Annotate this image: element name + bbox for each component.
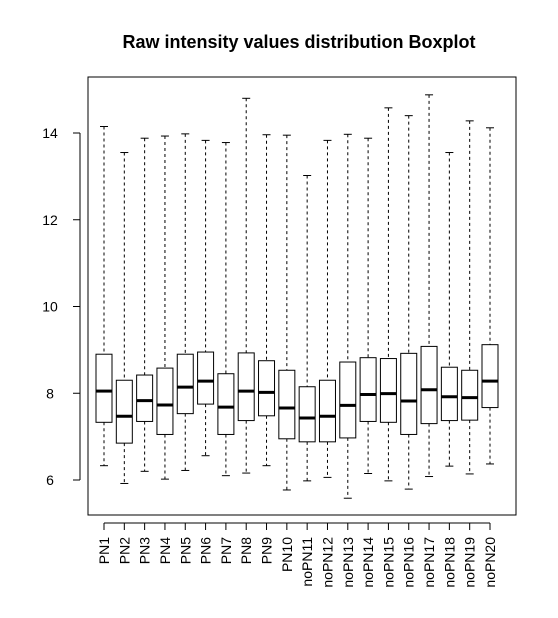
x-tick-label: noPN14 (360, 537, 376, 588)
x-tick-label: noPN13 (340, 537, 356, 588)
x-tick-label: PN6 (198, 537, 214, 564)
box-group (298, 175, 316, 482)
box-group (400, 115, 418, 490)
iqr-box (298, 386, 316, 443)
x-tick-label: PN4 (157, 537, 173, 564)
iqr-box (176, 353, 194, 415)
box-group (461, 120, 479, 475)
box-group (359, 137, 377, 474)
iqr-box (136, 374, 154, 422)
plot-frame (87, 76, 517, 516)
x-tick-label: noPN11 (299, 537, 315, 587)
x-tick-label: PN1 (96, 537, 112, 564)
y-tick-label: 8 (46, 385, 54, 401)
x-tick-label: PN7 (218, 537, 234, 564)
x-tick-label: noPN15 (380, 537, 396, 588)
box-group (481, 127, 499, 465)
box-group (156, 135, 174, 480)
box-group (176, 133, 194, 471)
x-tick-label: noPN20 (482, 537, 498, 588)
box-group (379, 107, 397, 482)
box-group (115, 152, 133, 484)
iqr-box (420, 345, 438, 425)
box-group (258, 134, 276, 467)
iqr-box (197, 351, 215, 405)
iqr-box (278, 369, 296, 440)
box-group (95, 125, 113, 467)
box-group (217, 142, 235, 477)
iqr-box (440, 366, 458, 422)
x-tick-label: noPN16 (401, 537, 417, 588)
x-tick-label: PN2 (116, 537, 132, 564)
chart-title: Raw intensity values distribution Boxplo… (122, 32, 475, 52)
box-group (339, 133, 357, 499)
iqr-box (400, 352, 418, 435)
iqr-box (237, 352, 255, 422)
box-group (197, 139, 215, 457)
y-tick-label: 6 (46, 472, 54, 488)
iqr-box (156, 367, 174, 435)
x-tick-label: noPN17 (421, 537, 437, 588)
x-tick-label: PN9 (259, 537, 275, 564)
boxes-layer (95, 94, 499, 499)
box-group (278, 134, 296, 491)
y-tick-label: 12 (42, 212, 58, 228)
box-group (440, 152, 458, 467)
x-tick-label: noPN12 (319, 537, 335, 588)
iqr-box (359, 357, 377, 422)
x-tick-label: PN3 (137, 537, 153, 564)
iqr-box (258, 360, 276, 417)
x-axis: PN1 PN2 PN3 PN4 PN5 PN6 PN7 PN8 PN9 PN10 noPN11 noP… (96, 522, 498, 588)
x-tick-label: PN8 (238, 537, 254, 564)
box-group (136, 137, 154, 472)
box-group (420, 94, 438, 478)
y-tick-label: 14 (42, 125, 58, 141)
iqr-box (318, 379, 336, 443)
iqr-box (339, 361, 357, 439)
iqr-box (115, 379, 133, 444)
iqr-box (461, 369, 479, 421)
iqr-box (379, 358, 397, 423)
iqr-box (217, 373, 235, 435)
y-tick-label: 10 (42, 299, 58, 315)
box-group (318, 139, 336, 478)
x-tick-label: noPN19 (462, 537, 478, 588)
x-tick-label: PN5 (177, 537, 193, 564)
x-tick-label: PN10 (279, 537, 295, 572)
iqr-box (95, 353, 113, 423)
x-tick-label: noPN18 (441, 537, 457, 588)
iqr-box (481, 344, 499, 409)
y-axis: 6 8 10 12 14 (42, 125, 81, 488)
box-group (237, 97, 255, 474)
